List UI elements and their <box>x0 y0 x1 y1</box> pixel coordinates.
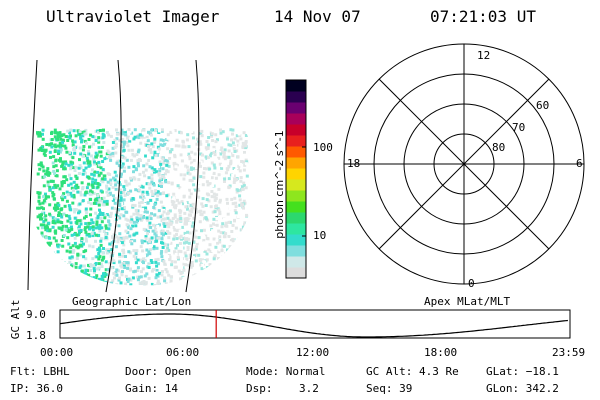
timeline-y-tick-top: 9.0 <box>26 308 46 321</box>
lat-label-80: 80 <box>492 141 506 154</box>
colorbar-swatch <box>286 212 306 224</box>
colorbar-swatch <box>286 267 306 279</box>
meridian-line <box>27 59 38 291</box>
status-ip: IP: 36.0 <box>10 382 63 395</box>
meridian-line <box>105 59 122 293</box>
status-gain: Gain: 14 <box>125 382 178 395</box>
colorbar-swatch <box>286 201 306 213</box>
colorbar-swatch <box>286 190 306 202</box>
status-glon: GLon: 342.2 <box>486 382 559 395</box>
time-label: 07:21:03 UT <box>430 7 536 26</box>
colorbar-swatch <box>286 223 306 235</box>
timeline-y-tick-bottom: 1.8 <box>26 329 46 342</box>
status-dsp: Dsp: 3.2 <box>246 382 319 395</box>
timeline-frame <box>59 309 571 339</box>
status-gc-alt: GC Alt: 4.3 Re <box>366 365 459 378</box>
colorbar-swatch <box>286 157 306 169</box>
timeline-x-tick-2359: 23:59 <box>552 346 586 359</box>
colorbar-frame <box>285 79 307 279</box>
colorbar-swatch <box>286 179 306 191</box>
status-mode: Mode: Normal <box>246 365 326 378</box>
lat-label-70: 70 <box>512 121 526 134</box>
timeline-x-tick-1800: 18:00 <box>424 346 458 359</box>
altitude-curve <box>59 313 568 338</box>
colorbar-swatch <box>286 102 306 114</box>
date-label: 14 Nov 07 <box>274 7 361 26</box>
colorbar-swatch <box>286 113 306 125</box>
status-seq: Seq: 39 <box>366 382 413 395</box>
mlt-label-18: 18 <box>347 157 361 170</box>
timeline-x-tick-1200: 12:00 <box>296 346 330 359</box>
colorbar-tick-10: 10 <box>313 229 327 242</box>
timeline-right-label: Apex MLat/MLT <box>424 295 511 308</box>
colorbar-swatch <box>286 91 306 103</box>
mlt-label-0: 0 <box>468 277 475 290</box>
mlt-label-12: 12 <box>477 49 491 62</box>
colorbar-swatch <box>286 256 306 268</box>
mlt-label-6: 6 <box>576 157 583 170</box>
lat-label-60: 60 <box>536 99 550 112</box>
image-pixels <box>30 128 250 286</box>
timeline-x-tick-0600: 06:00 <box>166 346 200 359</box>
meridian-line <box>185 59 200 293</box>
timeline-left-label: Geographic Lat/Lon <box>72 295 192 308</box>
colorbar-swatch <box>286 80 306 92</box>
colorbar-swatch <box>286 234 306 246</box>
colorbar-swatch <box>286 168 306 180</box>
colorbar-swatch <box>286 245 306 257</box>
colorbar-swatch <box>286 124 306 136</box>
mlt-axis-diagonal <box>378 78 550 250</box>
colorbar-swatch <box>286 146 306 158</box>
timeline-x-tick-0000: 00:00 <box>40 346 74 359</box>
status-filter: Flt: LBHL <box>10 365 70 378</box>
app-title: Ultraviolet Imager <box>46 7 220 26</box>
status-glat: GLat: −18.1 <box>486 365 559 378</box>
colorbar-tick-100: 100 <box>313 141 333 154</box>
colorbar-swatch <box>286 135 306 147</box>
status-door: Door: Open <box>125 365 192 378</box>
